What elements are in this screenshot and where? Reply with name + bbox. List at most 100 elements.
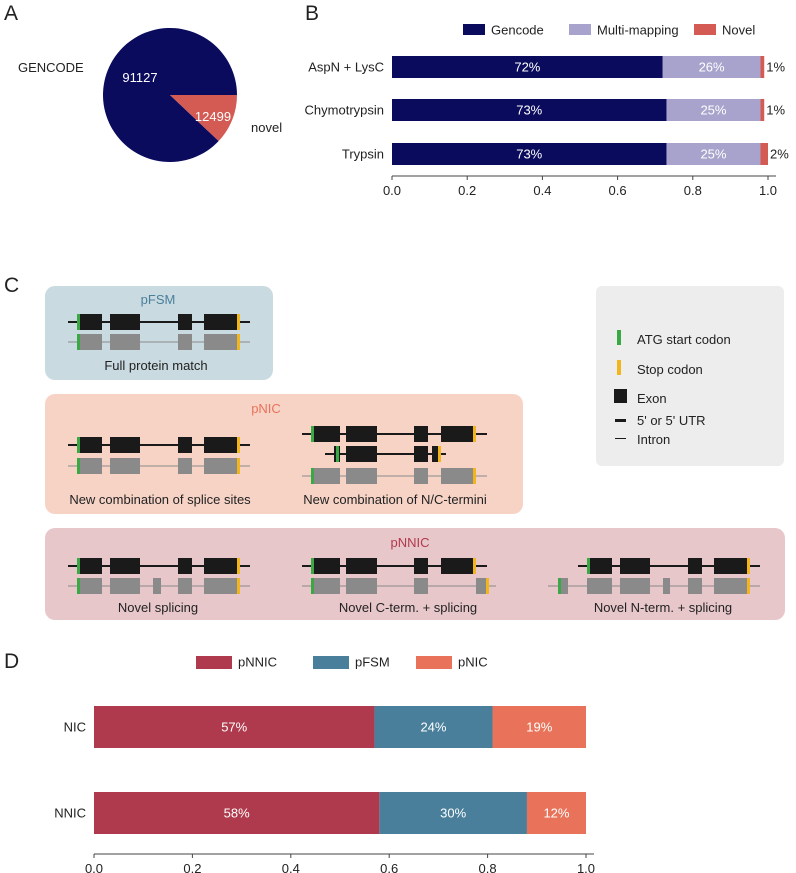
- x-tick-label: 0.4: [282, 861, 300, 873]
- exon: [414, 558, 428, 574]
- stop-mark: [747, 558, 750, 574]
- atg-mark: [311, 558, 314, 574]
- bar-segment: [392, 99, 667, 121]
- pie-value-novel: 12499: [195, 109, 231, 124]
- atg-legend-label: ATG start codon: [637, 332, 731, 347]
- bar-value-label: 30%: [440, 806, 466, 821]
- exon: [587, 578, 612, 594]
- exon: [110, 314, 140, 330]
- atg-mark: [587, 558, 590, 574]
- bar-segment: [492, 706, 586, 748]
- exon: [77, 314, 102, 330]
- exon: [110, 458, 140, 474]
- bar-segment: [760, 143, 768, 165]
- exon: [153, 578, 161, 594]
- legend-swatch: [463, 24, 485, 35]
- exon: [346, 468, 377, 484]
- pnnic-caption-3: Novel N-term. + splicing: [594, 600, 732, 615]
- bar-segment: [94, 792, 380, 834]
- stop-legend-label: Stop codon: [637, 362, 703, 377]
- stop-mark: [747, 578, 750, 594]
- stop-mark: [237, 578, 240, 594]
- exon: [311, 426, 340, 442]
- pfsm-title: pFSM: [141, 292, 176, 307]
- legend-label: Gencode: [491, 23, 544, 38]
- stop-mark: [486, 578, 489, 594]
- exon: [587, 558, 612, 574]
- legend-swatch: [416, 656, 452, 669]
- atg-mark: [311, 468, 314, 484]
- exon: [414, 446, 428, 462]
- exon: [432, 446, 441, 462]
- stacked-bar-chart-d: NIC 57% 24% 19% NNIC 58% 30% 12% 0.0 0.2 0.4 0.6 0.8…: [54, 655, 595, 873]
- atg-mark: [311, 578, 314, 594]
- exon: [558, 578, 568, 594]
- atg-mark: [77, 334, 80, 350]
- exon-legend-label: Exon: [637, 391, 667, 406]
- pie-label-gencode: GENCODE: [18, 60, 84, 75]
- stacked-bar-chart-b: AspN + LysC 72% 26% 1% Chymotrypsin 73% 25% 1% T…: [305, 23, 790, 199]
- exon: [414, 426, 428, 442]
- exon: [714, 558, 748, 574]
- atg-mark: [77, 458, 80, 474]
- exon-legend-icon: [614, 389, 627, 403]
- exon: [441, 558, 474, 574]
- legend-swatch: [196, 656, 232, 669]
- bar-value-label: 73%: [516, 103, 542, 118]
- exon: [110, 558, 140, 574]
- panel-label-b: B: [305, 2, 319, 25]
- stop-mark: [473, 558, 476, 574]
- exon: [204, 314, 238, 330]
- bar-segment: [392, 56, 663, 78]
- bar-segment: [760, 99, 765, 121]
- legend-label: Multi-mapping: [597, 23, 679, 38]
- bar-segment: [392, 143, 667, 165]
- bar-value-label: 19%: [526, 720, 552, 735]
- exon: [178, 437, 192, 453]
- utr-legend-icon: [615, 419, 626, 422]
- x-tick-label: 1.0: [577, 861, 595, 873]
- stop-mark: [438, 446, 441, 462]
- bar-value-label: 73%: [516, 147, 542, 162]
- bar-value-label: 25%: [700, 147, 726, 162]
- stop-mark: [473, 468, 476, 484]
- exon: [77, 578, 102, 594]
- stop-mark: [237, 437, 240, 453]
- legend-swatch: [569, 24, 591, 35]
- pnnic-title: pNNIC: [390, 535, 429, 550]
- exon: [663, 578, 670, 594]
- pie-chart: GENCODE novel 91127 12499: [18, 27, 282, 162]
- exon: [441, 426, 474, 442]
- atg-mark: [558, 578, 561, 594]
- pie-value-gencode: 91127: [122, 70, 157, 85]
- category-label: AspN + LysC: [308, 60, 384, 75]
- exon: [204, 334, 238, 350]
- bar-value-label: 24%: [420, 720, 446, 735]
- exon: [620, 578, 650, 594]
- exon: [178, 314, 192, 330]
- atg-mark: [77, 314, 80, 330]
- exon: [204, 558, 238, 574]
- pie-slice-gencode: [103, 27, 237, 162]
- pnic-title: pNIC: [251, 401, 281, 416]
- exon: [110, 437, 140, 453]
- bar-value-label: 25%: [700, 103, 726, 118]
- pnic-box: [45, 394, 523, 514]
- x-tick-label: 0.8: [684, 183, 702, 198]
- exon: [204, 437, 238, 453]
- exon: [77, 558, 102, 574]
- atg-mark: [77, 437, 80, 453]
- legend-label: Novel: [722, 23, 755, 38]
- exon: [311, 468, 340, 484]
- x-tick-label: 0.0: [383, 183, 401, 198]
- exon: [204, 578, 238, 594]
- exon: [346, 578, 377, 594]
- stop-legend-icon: [617, 360, 621, 375]
- exon: [714, 578, 748, 594]
- x-tick-label: 0.4: [533, 183, 551, 198]
- x-tick-label: 0.6: [609, 183, 627, 198]
- category-label: NIC: [64, 720, 86, 735]
- legend-swatch: [313, 656, 349, 669]
- bar-segment: [666, 99, 761, 121]
- intron-legend-label: Intron: [637, 432, 670, 447]
